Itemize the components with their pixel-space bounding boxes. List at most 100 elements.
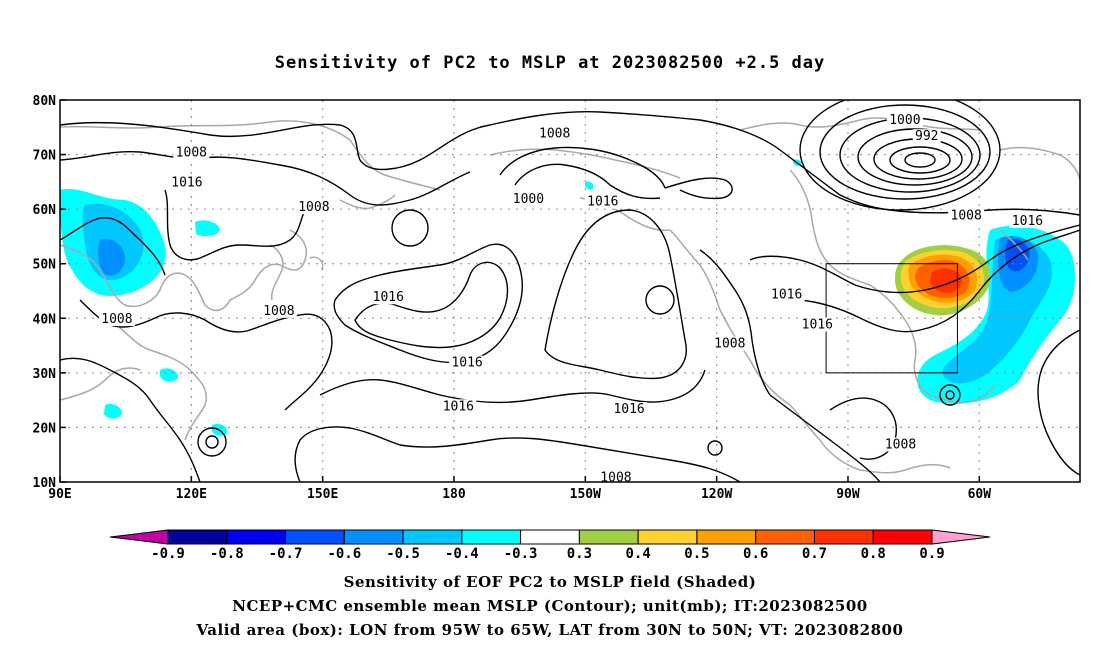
lat-tick-label: 70N [33,149,57,164]
contour-label-bg [628,100,665,103]
axis-ticks [59,99,981,483]
colorbar-box [402,529,463,545]
contour-label-bg [440,399,477,414]
contour-label: 1016 [771,287,802,302]
contour-label: 992 [915,129,938,144]
contour-label-bg [168,175,205,190]
contour-label: 1016 [451,356,482,371]
colorbar-box [755,529,815,545]
caption-line-1: Sensitivity of EOF PC2 to MSLP field (Sh… [343,573,757,591]
lat-tick-label: 50N [33,258,57,273]
latitude-tick-labels: 80N 70N 60N 50N 40N 30N 20N 10N [33,94,57,491]
colorbar-low-triangle [109,529,169,545]
contour-label: 1016 [613,402,644,417]
contour-label-bg [768,287,805,302]
contour-label: 1008 [298,200,329,215]
colorbar-high-triangle [931,529,991,545]
contour-label: 1008 [600,470,631,485]
lat-tick-label: 60N [33,203,57,218]
colorbar-tick-label: -0.4 [445,546,479,562]
colorbar-box [461,529,522,545]
contour-label-bg [370,290,407,305]
lon-tick-label: 120W [701,487,732,502]
contour-label: 1008 [263,304,294,319]
mslp-contours [60,100,1080,482]
lat-tick-label: 10N [33,476,57,491]
contour-label: 1008 [951,208,982,223]
colorbar-box [343,529,404,545]
lon-tick-label: 90E [48,487,71,502]
negative-sensitivity-pacific-small [584,181,594,190]
contour-label-bg [173,145,210,160]
contour-label-bg [510,191,547,206]
lat-tick-label: 80N [33,94,57,109]
contour-label: 1000 [889,113,920,128]
colorbar-tick-label: 0.7 [802,546,827,562]
caption-line-2: NCEP+CMC ensemble mean MSLP (Contour); u… [232,597,868,615]
contour-label: 1008 [176,146,207,161]
lon-tick-label: 90W [836,487,860,502]
colorbar-box [226,529,287,545]
contour-label-bg [948,208,985,223]
lon-tick-label: 60W [968,487,992,502]
contour-label-bg [260,303,297,318]
contour-label: 1016 [587,195,618,210]
colorbar-tick-label: -0.6 [327,546,361,562]
colorbar-tick-label: 0.9 [919,546,944,562]
lon-tick-label: 120E [176,487,207,502]
colorbar-tick-label: -0.7 [269,546,303,562]
lat-tick-label: 30N [33,367,57,382]
contour-label: 1008 [101,312,132,327]
colorbar-tick-label: -0.5 [386,546,420,562]
contour-label: 1016 [631,88,662,103]
colorbar-tick-label: 0.8 [861,546,886,562]
contour-label-bg [882,437,919,452]
contour-label: 1008 [714,337,745,352]
contour-label: 1000 [513,192,544,207]
contour-label-bg [597,470,634,482]
caption-line-3: Valid area (box): LON from 95W to 65W, L… [196,621,904,639]
colorbar-box [285,529,345,545]
contour-label-bg [912,129,941,144]
contour-label: 1016 [802,317,833,332]
lon-tick-label: 150W [570,487,601,502]
colorbar-tick-label: 0.4 [626,546,651,562]
colorbar-box [578,529,639,545]
colorbar-box [813,529,874,545]
colorbar: -0.9 -0.8 -0.7 -0.6 -0.5 -0.4 -0.3 0.3 0.4 0.5 0.6… [109,529,991,562]
contour-label: 1016 [373,290,404,305]
negative-sensitivity-asia-small [195,220,220,237]
contour-label-bg [799,317,836,332]
contour-label-bg [711,336,748,351]
contour-label-bg [98,312,135,327]
lat-tick-label: 40N [33,312,57,327]
colorbar-box [167,529,228,545]
negative-sensitivity-asia-small [160,368,178,382]
colorbar-tick-label: -0.9 [151,546,185,562]
colorbar-box [637,529,698,545]
contour-label: 1008 [885,438,916,453]
colorbar-tick-label: 0.3 [567,546,592,562]
sensitivity-shading [60,159,1075,436]
contour-label-bg [536,126,573,141]
map-frame [59,99,1081,483]
colorbar-tick-label: -0.8 [210,546,244,562]
contour-label: 1016 [443,399,474,414]
negative-sensitivity-asia-small [104,404,122,419]
contour-label-bg [611,402,648,417]
lon-tick-label: 180 [442,487,466,502]
contour-label: 1008 [539,126,570,141]
colorbar-tick-label: 0.6 [743,546,768,562]
colorbar-box [872,529,933,545]
contour-label-bg [295,200,332,215]
contour-label-bg [886,112,923,127]
figure-title: Sensitivity of PC2 to MSLP at 2023082500… [275,53,826,73]
contour-label-bg [584,194,621,209]
longitude-tick-labels: 90E 120E 150E 180 150W 120W 90W 60W [48,487,991,502]
colorbar-tick-label: -0.3 [504,546,538,562]
contour-label: 1016 [1012,214,1043,229]
colorbar-tick-label: 0.5 [684,546,709,562]
